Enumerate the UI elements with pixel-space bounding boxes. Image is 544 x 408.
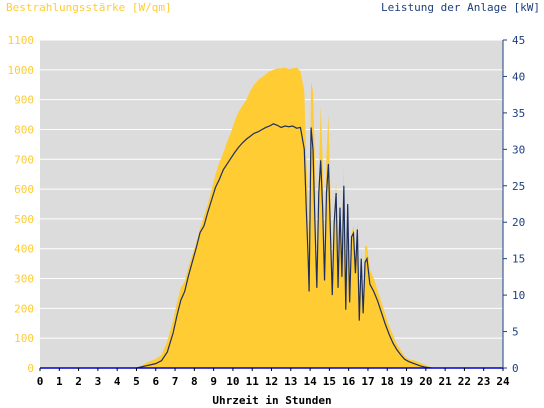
left-tick-label: 400 xyxy=(14,243,34,256)
x-tick-label: 12 xyxy=(265,375,278,388)
left-tick-label: 100 xyxy=(14,332,34,345)
x-tick-label: 20 xyxy=(419,375,432,388)
left-axis-title: Bestrahlungsstärke [W/qm] xyxy=(6,1,172,14)
x-tick-label: 22 xyxy=(458,375,471,388)
x-tick-label: 18 xyxy=(381,375,394,388)
x-tick-label: 8 xyxy=(191,375,198,388)
x-tick-label: 2 xyxy=(75,375,82,388)
left-tick-label: 1000 xyxy=(8,64,35,77)
left-tick-label: 800 xyxy=(14,123,34,136)
left-tick-label: 0 xyxy=(27,362,34,375)
right-tick-label: 30 xyxy=(512,143,525,156)
x-tick-label: 13 xyxy=(284,375,297,388)
x-tick-label: 17 xyxy=(361,375,374,388)
x-tick-label: 7 xyxy=(172,375,179,388)
x-tick-label: 16 xyxy=(342,375,356,388)
x-axis-label: Uhrzeit in Stunden xyxy=(212,394,332,407)
x-tick-label: 11 xyxy=(246,375,260,388)
axes: 0100200300400500600700800900100011000510… xyxy=(8,34,526,388)
left-tick-label: 300 xyxy=(14,273,34,286)
x-tick-label: 24 xyxy=(496,375,510,388)
x-tick-label: 5 xyxy=(133,375,140,388)
right-axis-title: Leistung der Anlage [kW] xyxy=(381,1,540,14)
right-tick-label: 15 xyxy=(512,253,525,266)
left-tick-label: 700 xyxy=(14,153,34,166)
x-tick-label: 6 xyxy=(152,375,159,388)
x-tick-label: 23 xyxy=(477,375,490,388)
left-tick-label: 200 xyxy=(14,302,34,315)
right-tick-label: 10 xyxy=(512,289,525,302)
right-tick-label: 0 xyxy=(512,362,519,375)
left-tick-label: 900 xyxy=(14,94,34,107)
x-tick-label: 14 xyxy=(303,375,317,388)
x-tick-label: 21 xyxy=(439,375,453,388)
x-tick-label: 0 xyxy=(37,375,44,388)
x-tick-label: 1 xyxy=(56,375,63,388)
x-tick-label: 9 xyxy=(210,375,217,388)
right-tick-label: 25 xyxy=(512,180,525,193)
left-tick-label: 500 xyxy=(14,213,34,226)
x-tick-label: 4 xyxy=(114,375,121,388)
right-tick-label: 5 xyxy=(512,326,519,339)
x-tick-label: 10 xyxy=(226,375,239,388)
x-tick-label: 19 xyxy=(400,375,413,388)
x-tick-label: 3 xyxy=(95,375,102,388)
right-tick-label: 40 xyxy=(512,70,525,83)
right-tick-label: 20 xyxy=(512,216,525,229)
irradiance-area xyxy=(136,67,432,369)
right-tick-label: 35 xyxy=(512,107,525,120)
left-tick-label: 600 xyxy=(14,183,34,196)
right-tick-label: 45 xyxy=(512,34,525,47)
left-tick-label: 1100 xyxy=(8,34,35,47)
power-line xyxy=(136,123,432,369)
x-tick-label: 15 xyxy=(323,375,336,388)
